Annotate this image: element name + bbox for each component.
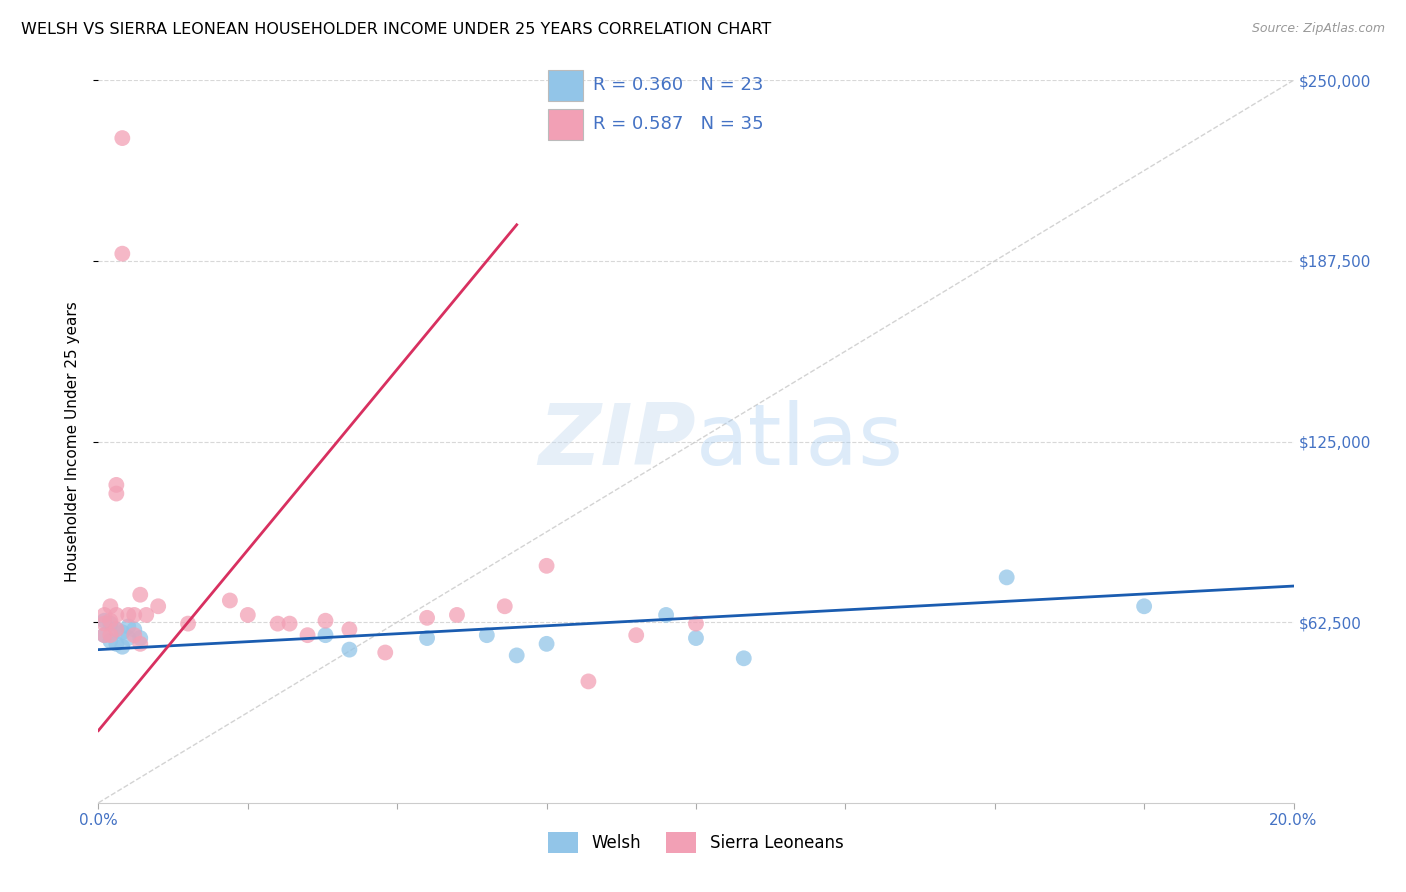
Bar [548,109,582,139]
Text: R = 0.587   N = 35: R = 0.587 N = 35 [593,115,763,133]
Bar [548,70,582,101]
Point [93,628,115,642]
Point [117,631,139,645]
Point [733,651,755,665]
Point [117,619,139,633]
Point [315,614,337,628]
Point [416,611,439,625]
Point [93,628,115,642]
Point [129,637,152,651]
Point [506,648,529,663]
Point [124,623,146,637]
Point [267,616,290,631]
Point [297,628,319,642]
Point [93,616,115,631]
Point [93,607,115,622]
Point [374,646,396,660]
Point [578,674,600,689]
Point [626,628,648,642]
Text: atlas: atlas [696,400,904,483]
Point [475,628,498,642]
Point [111,246,134,260]
Point [494,599,516,614]
Point [236,607,259,622]
Point [129,631,152,645]
Text: ZIP: ZIP [538,400,696,483]
Point [117,607,139,622]
Point [98,614,122,628]
Point [124,628,146,642]
Point [148,599,170,614]
Point [685,616,707,631]
Point [416,631,439,645]
Point [105,486,128,500]
Text: WELSH VS SIERRA LEONEAN HOUSEHOLDER INCOME UNDER 25 YEARS CORRELATION CHART: WELSH VS SIERRA LEONEAN HOUSEHOLDER INCO… [21,22,772,37]
Point [177,616,200,631]
Point [124,607,146,622]
Text: Source: ZipAtlas.com: Source: ZipAtlas.com [1251,22,1385,36]
Point [105,478,128,492]
Y-axis label: Householder Income Under 25 years: Householder Income Under 25 years [65,301,80,582]
Point [339,623,361,637]
Point [105,623,128,637]
Point [655,607,678,622]
Point [995,570,1018,584]
Point [339,642,361,657]
Text: R = 0.360   N = 23: R = 0.360 N = 23 [593,77,763,95]
Legend: Welsh, Sierra Leoneans: Welsh, Sierra Leoneans [541,826,851,860]
Point [536,558,558,573]
Point [105,623,128,637]
Point [129,588,152,602]
Point [98,616,122,631]
Point [315,628,337,642]
Point [685,631,707,645]
Point [98,599,122,614]
Point [111,625,134,640]
Point [536,637,558,651]
Point [105,607,128,622]
Point [446,607,468,622]
Point [278,616,301,631]
Point [135,607,157,622]
Point [1133,599,1156,614]
Point [98,628,122,642]
Point [111,131,134,145]
Point [219,593,242,607]
Point [105,637,128,651]
Point [93,614,115,628]
Point [111,640,134,654]
Point [98,634,122,648]
